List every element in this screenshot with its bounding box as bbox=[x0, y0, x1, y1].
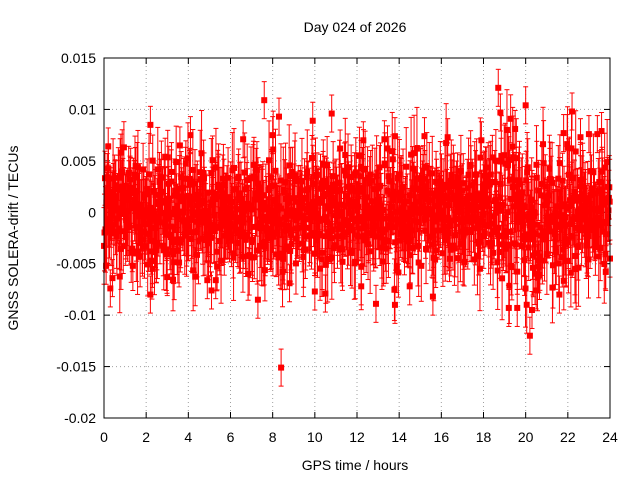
x-tick-label: 12 bbox=[349, 429, 365, 445]
data-point bbox=[176, 126, 183, 165]
data-point bbox=[454, 152, 461, 203]
data-point bbox=[497, 93, 504, 132]
data-point bbox=[535, 159, 542, 222]
data-point bbox=[432, 236, 439, 283]
y-tick-label: -0.02 bbox=[64, 410, 96, 426]
data-point bbox=[162, 137, 169, 176]
data-point bbox=[132, 146, 139, 186]
data-point bbox=[269, 175, 276, 254]
data-point bbox=[533, 271, 540, 310]
data-point bbox=[278, 348, 285, 387]
y-axis-ticks: -0.02 -0.015 -0.01 -0.005 0 0.005 0.01 0.015 bbox=[56, 50, 610, 426]
x-tick-label: 18 bbox=[476, 429, 492, 445]
x-axis-ticks: 0 2 4 6 8 10 12 14 16 18 20 22 24 bbox=[100, 58, 618, 445]
data-point bbox=[522, 86, 529, 125]
y-tick-label: -0.015 bbox=[56, 359, 96, 375]
data-point bbox=[560, 114, 567, 153]
y-tick-label: 0.015 bbox=[61, 50, 96, 66]
data-point bbox=[168, 142, 175, 202]
data-point bbox=[540, 106, 547, 182]
data-point bbox=[292, 232, 299, 295]
data-point bbox=[450, 144, 457, 229]
data-series bbox=[101, 68, 613, 387]
x-axis-label: GPS time / hours bbox=[302, 457, 409, 473]
y-axis-label: GNSS SOLERA-drift / TECUs bbox=[5, 146, 21, 331]
data-point bbox=[120, 121, 127, 174]
data-point bbox=[358, 267, 365, 306]
x-tick-label: 10 bbox=[307, 429, 323, 445]
data-point bbox=[337, 129, 344, 168]
data-point bbox=[391, 285, 398, 324]
x-tick-label: 20 bbox=[518, 429, 534, 445]
x-tick-label: 14 bbox=[391, 429, 407, 445]
plot-frame bbox=[103, 57, 611, 419]
data-point bbox=[204, 261, 211, 300]
data-point bbox=[147, 105, 154, 144]
data-point bbox=[381, 120, 388, 159]
data-point bbox=[105, 127, 112, 166]
data-point bbox=[212, 261, 219, 300]
data-point bbox=[585, 115, 592, 154]
x-tick-label: 0 bbox=[100, 429, 108, 445]
data-point bbox=[505, 288, 512, 327]
data-point bbox=[333, 158, 340, 224]
x-tick-label: 6 bbox=[227, 429, 235, 445]
x-tick-label: 2 bbox=[142, 429, 150, 445]
data-point bbox=[261, 81, 268, 120]
data-point bbox=[487, 206, 494, 286]
data-point bbox=[406, 267, 413, 306]
data-point bbox=[594, 115, 601, 154]
data-point bbox=[275, 97, 282, 136]
data-point bbox=[164, 258, 171, 297]
data-point bbox=[240, 120, 247, 159]
data-point bbox=[322, 274, 329, 313]
data-point bbox=[421, 117, 428, 156]
data-point bbox=[109, 259, 116, 298]
data-point bbox=[117, 133, 124, 172]
data-point bbox=[598, 112, 605, 151]
data-point bbox=[514, 288, 521, 327]
data-point bbox=[254, 280, 261, 319]
chart-title: Day 024 of 2026 bbox=[304, 19, 407, 35]
y-tick-label: 0.01 bbox=[69, 101, 96, 117]
x-tick-label: 8 bbox=[269, 429, 277, 445]
y-tick-label: -0.005 bbox=[56, 256, 96, 272]
y-tick-label: -0.01 bbox=[64, 307, 96, 323]
data-point bbox=[492, 129, 499, 193]
data-point bbox=[391, 117, 398, 156]
x-tick-label: 24 bbox=[602, 429, 618, 445]
data-point bbox=[360, 121, 367, 160]
data-point bbox=[328, 94, 335, 133]
data-point bbox=[444, 118, 451, 157]
y-tick-label: 0.005 bbox=[61, 153, 96, 169]
data-point bbox=[149, 249, 156, 288]
data-point bbox=[514, 248, 521, 295]
data-point bbox=[569, 92, 576, 131]
data-point bbox=[418, 229, 425, 302]
data-point bbox=[269, 116, 276, 155]
data-point bbox=[208, 271, 215, 310]
data-point bbox=[602, 252, 609, 291]
data-point bbox=[548, 155, 555, 204]
data-point bbox=[432, 212, 439, 289]
data-point bbox=[280, 233, 287, 285]
y-tick-label: 0 bbox=[88, 204, 96, 220]
x-tick-label: 16 bbox=[434, 429, 450, 445]
data-point bbox=[309, 101, 316, 140]
data-point bbox=[311, 272, 318, 311]
data-point bbox=[512, 109, 519, 148]
data-point bbox=[478, 121, 485, 160]
data-point bbox=[429, 277, 436, 316]
data-point bbox=[187, 116, 194, 155]
x-tick-label: 4 bbox=[184, 429, 192, 445]
data-point bbox=[395, 247, 402, 298]
data-point bbox=[372, 284, 379, 323]
data-point bbox=[286, 264, 293, 303]
x-tick-label: 22 bbox=[560, 429, 576, 445]
data-point bbox=[577, 118, 584, 157]
data-point bbox=[556, 275, 563, 314]
